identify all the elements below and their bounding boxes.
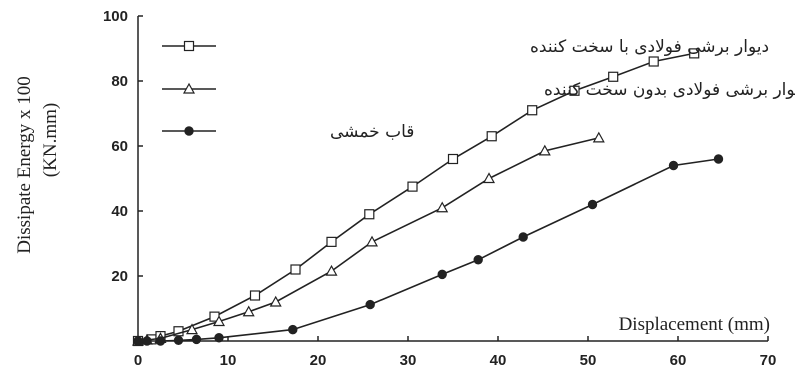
data-point-triangle <box>436 201 449 213</box>
y-tick-label: 20 <box>111 268 128 285</box>
x-tick-label: 0 <box>134 352 142 369</box>
series-line <box>137 137 599 342</box>
legend-item: دیوار برشی فولادی بدون سخت کننده <box>162 80 795 100</box>
data-point-triangle <box>592 131 605 143</box>
data-point-circle <box>191 334 202 345</box>
legend-label: دیوار برشی فولادی با سخت کننده <box>530 37 769 57</box>
legend-item: قاب خمشی <box>162 122 414 142</box>
y-tick-label: 100 <box>103 8 128 25</box>
data-point-circle <box>473 255 483 265</box>
series-triangle <box>131 131 605 346</box>
y-tick-label: 40 <box>111 203 128 220</box>
data-point-square <box>326 236 337 247</box>
x-tick-label: 40 <box>490 352 507 369</box>
data-point-triangle <box>365 235 379 247</box>
data-point-square <box>183 40 195 52</box>
data-point-square <box>486 131 497 142</box>
data-point-triangle <box>182 82 196 94</box>
data-point-square <box>527 105 538 116</box>
data-point-circle <box>365 299 375 310</box>
data-point-square <box>407 181 418 192</box>
data-point-circle <box>155 336 166 346</box>
data-point-square <box>290 264 301 275</box>
data-point-circle <box>184 126 194 136</box>
series-layer <box>131 48 724 347</box>
x-tick-label: 30 <box>400 352 417 369</box>
data-point-triangle <box>212 315 226 327</box>
data-point-circle <box>587 199 598 210</box>
y-axis-title: Dissipate Energy x 100 <box>14 76 35 254</box>
legend: دیوار برشی فولادی با سخت کننده دیوار برشی… <box>162 37 795 142</box>
y-tick-label: 60 <box>111 138 128 155</box>
legend-item: دیوار برشی فولادی با سخت کننده <box>162 37 769 57</box>
x-tick-label: 60 <box>670 352 687 369</box>
data-point-triangle <box>538 144 551 156</box>
data-point-square <box>608 71 619 82</box>
data-point-triangle <box>482 172 496 184</box>
data-point-circle <box>288 324 298 335</box>
data-point-square <box>249 290 261 301</box>
x-tick-label: 20 <box>310 352 327 369</box>
data-point-circle <box>668 160 679 171</box>
series-square <box>132 48 700 347</box>
y-ticks: 20 40 60 80 100 <box>103 8 143 285</box>
data-point-triangle <box>242 305 255 317</box>
y-axis-unit: (KN.mm) <box>40 103 61 177</box>
x-tick-label: 10 <box>220 352 237 369</box>
x-tick-label: 70 <box>760 352 777 369</box>
legend-label: دیوار برشی فولادی بدون سخت کننده <box>544 80 795 100</box>
data-point-triangle <box>185 323 199 335</box>
data-point-square <box>569 85 580 96</box>
data-point-circle <box>173 335 184 346</box>
series-circle <box>133 154 724 346</box>
data-point-square <box>447 153 459 165</box>
x-ticks: 0 10 20 30 40 50 60 70 <box>134 336 777 369</box>
data-point-circle <box>518 232 528 242</box>
y-tick-label: 80 <box>111 73 128 90</box>
data-point-square <box>648 56 659 67</box>
data-point-circle <box>437 269 447 280</box>
data-point-circle <box>133 336 143 346</box>
axes <box>137 16 768 342</box>
data-point-square <box>364 209 375 220</box>
x-tick-label: 50 <box>580 352 597 369</box>
data-point-circle <box>713 154 724 164</box>
data-point-square <box>689 48 700 59</box>
legend-label: قاب خمشی <box>330 122 414 142</box>
data-point-triangle <box>325 264 338 276</box>
data-point-circle <box>214 333 224 343</box>
data-point-circle <box>142 336 152 346</box>
x-axis-title: Displacement (mm) <box>619 314 770 335</box>
data-point-triangle <box>269 295 282 307</box>
